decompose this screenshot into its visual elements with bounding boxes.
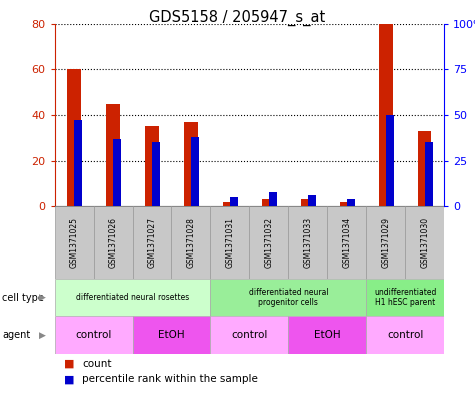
Text: GSM1371026: GSM1371026	[109, 217, 117, 268]
Bar	[133, 316, 210, 354]
Text: count: count	[82, 358, 112, 369]
Text: ▶: ▶	[39, 331, 46, 340]
Text: ▶: ▶	[39, 293, 46, 302]
Bar	[379, 24, 392, 206]
Bar	[133, 206, 171, 279]
Text: differentiated neural
progenitor cells: differentiated neural progenitor cells	[248, 288, 328, 307]
Bar	[366, 316, 444, 354]
Bar	[386, 115, 394, 206]
Text: control: control	[231, 330, 267, 340]
Bar	[288, 316, 366, 354]
Text: control: control	[387, 330, 423, 340]
Bar	[308, 195, 316, 206]
Bar	[106, 103, 120, 206]
Text: agent: agent	[2, 330, 30, 340]
Bar	[94, 206, 133, 279]
Bar	[171, 206, 210, 279]
Bar	[262, 200, 276, 206]
Text: GSM1371033: GSM1371033	[304, 217, 312, 268]
Bar	[145, 127, 159, 206]
Text: EtOH: EtOH	[158, 330, 185, 340]
Text: ■: ■	[64, 374, 75, 384]
Bar	[55, 206, 94, 279]
Text: GSM1371030: GSM1371030	[420, 217, 429, 268]
Bar	[340, 202, 353, 206]
Bar	[230, 197, 238, 206]
Bar	[418, 131, 431, 206]
Text: ■: ■	[64, 358, 75, 369]
Bar	[347, 199, 355, 206]
Bar	[55, 279, 210, 316]
Text: GSM1371027: GSM1371027	[148, 217, 156, 268]
Bar	[210, 279, 366, 316]
Bar	[223, 202, 237, 206]
Bar	[210, 316, 288, 354]
Text: cell type: cell type	[2, 293, 44, 303]
Text: GSM1371025: GSM1371025	[70, 217, 78, 268]
Bar	[210, 206, 249, 279]
Text: GSM1371034: GSM1371034	[342, 217, 351, 268]
Text: GSM1371029: GSM1371029	[381, 217, 390, 268]
Text: GSM1371031: GSM1371031	[226, 217, 234, 268]
Bar	[301, 200, 314, 206]
Bar	[191, 137, 199, 206]
Bar	[366, 206, 405, 279]
Bar	[366, 279, 444, 316]
Text: control: control	[76, 330, 112, 340]
Text: differentiated neural rosettes: differentiated neural rosettes	[76, 293, 189, 302]
Bar	[288, 206, 327, 279]
Bar	[152, 142, 160, 206]
Bar	[249, 206, 288, 279]
Bar	[184, 122, 198, 206]
Text: GSM1371028: GSM1371028	[187, 217, 195, 268]
Bar	[113, 139, 121, 206]
Bar	[327, 206, 366, 279]
Bar	[67, 69, 81, 206]
Bar	[405, 206, 444, 279]
Text: percentile rank within the sample: percentile rank within the sample	[82, 374, 258, 384]
Bar	[269, 192, 277, 206]
Bar	[55, 316, 133, 354]
Bar	[74, 120, 82, 206]
Text: EtOH: EtOH	[314, 330, 341, 340]
Text: GDS5158 / 205947_s_at: GDS5158 / 205947_s_at	[149, 10, 326, 26]
Bar	[425, 142, 433, 206]
Text: undifferentiated
H1 hESC parent: undifferentiated H1 hESC parent	[374, 288, 437, 307]
Text: GSM1371032: GSM1371032	[265, 217, 273, 268]
